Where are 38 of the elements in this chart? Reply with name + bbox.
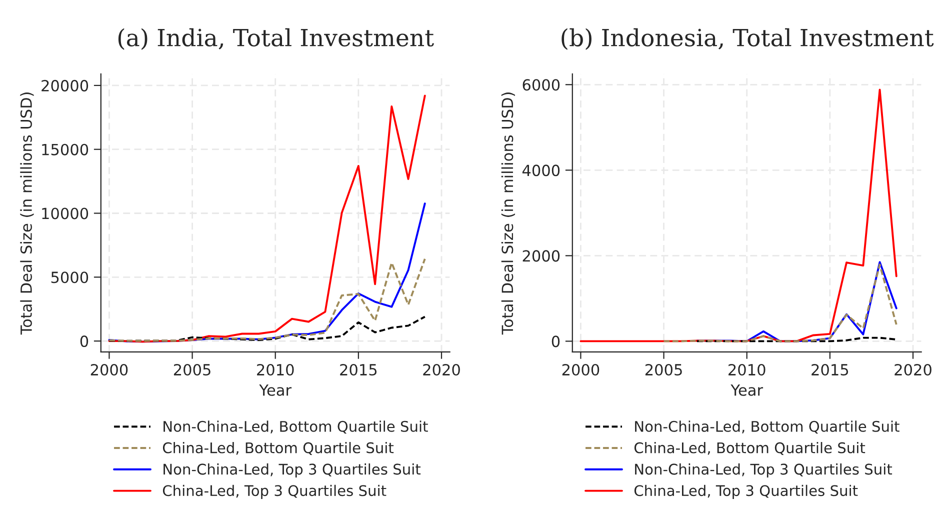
x-tick-label: 2010	[728, 364, 766, 376]
x-tick-label: 2010	[257, 364, 294, 376]
legend-label: China-Led, Bottom Quartile Suit	[634, 442, 866, 455]
legend-label: China-Led, Top 3 Quartiles Suit	[634, 484, 858, 499]
line-series	[108, 258, 426, 342]
y-tick-label: 15000	[42, 144, 88, 156]
y-tick-label: 0	[80, 336, 88, 348]
x-tick-label: 2015	[340, 364, 377, 376]
x-tick-label: 2005	[174, 364, 210, 376]
y-tick-label: 10000	[42, 208, 88, 220]
x-tick-label: 2020	[423, 364, 460, 376]
y-tick-label: 4000	[522, 164, 560, 176]
line-series	[580, 88, 898, 342]
x-axis-title: Year	[259, 384, 292, 396]
chart-title: (b) Indonesia, Total Investment	[562, 28, 934, 50]
legend-label: China-Led, Bottom Quartile Suit	[162, 442, 394, 455]
x-axis-title: Year	[730, 384, 764, 396]
x-tick-label: 2020	[894, 364, 932, 376]
y-axis-title: Total Deal Size (in millions USD)	[501, 92, 515, 335]
y-tick-label: 5000	[51, 272, 88, 284]
x-tick-label: 2000	[90, 364, 128, 376]
line-series	[108, 316, 426, 342]
y-tick-label: 6000	[522, 79, 560, 91]
legend-label: Non-China-Led, Top 3 Quartiles Suit	[164, 463, 421, 478]
x-tick-label: 2015	[812, 364, 848, 376]
legend-label: Non-China-Led, Bottom Quartile Suit	[164, 420, 428, 434]
legend-label: Non-China-Led, Bottom Quartile Suit	[635, 420, 900, 434]
y-tick-label: 0	[552, 336, 560, 348]
x-tick-label: 2005	[645, 364, 682, 376]
line-series	[108, 94, 426, 343]
legend-label: China-Led, Top 3 Quartiles Suit	[162, 484, 386, 499]
y-axis-title: Total Deal Size (in millions USD)	[20, 92, 34, 335]
chart-title: (a) India, Total Investment	[118, 28, 434, 50]
x-tick-label: 2000	[562, 364, 600, 376]
y-tick-label: 20000	[42, 80, 88, 92]
line-series	[662, 264, 898, 342]
legend-label: Non-China-Led, Top 3 Quartiles Suit	[635, 463, 892, 478]
y-tick-label: 2000	[522, 250, 560, 262]
